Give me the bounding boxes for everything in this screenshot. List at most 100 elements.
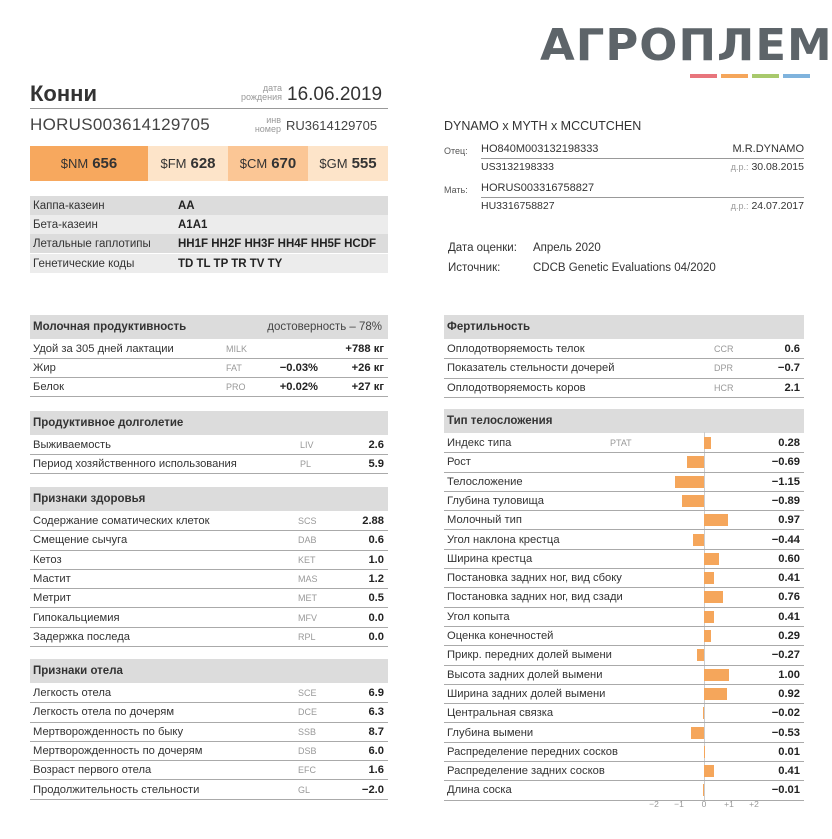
- trait-value: 8.7: [368, 725, 384, 738]
- trait-abbr: DAB: [298, 535, 317, 546]
- table-row: Продолжительность стельности GL −2.0: [30, 781, 388, 800]
- chart-data-label: 0.60: [778, 552, 800, 565]
- trait-abbr: MFV: [298, 612, 317, 623]
- sire-divider: [481, 158, 804, 159]
- dam-caption: Мать:: [444, 185, 468, 195]
- trait-abbr: PRO: [226, 382, 246, 392]
- trait-value: 2.88: [362, 515, 384, 527]
- chart-row: Прикр. передних долей вымени −0.27: [444, 646, 804, 666]
- trait-abbr: SCE: [298, 688, 317, 698]
- section-calving-header: Признаки отела: [30, 659, 388, 683]
- chart-category-label: Центральная связка: [447, 707, 554, 720]
- chart-tick-label: −2: [649, 799, 659, 809]
- chart-category-label: Глубина вымени: [447, 726, 534, 739]
- table-row: Легкость отела по дочерям DCE 6.3: [30, 703, 388, 723]
- chart-tick-label: 0: [701, 799, 707, 809]
- chart-bar: [704, 668, 729, 681]
- chart-bar: [703, 707, 704, 720]
- logo-text: АГРОПЛЕМ: [540, 20, 832, 71]
- chart-data-label: −1.15: [771, 475, 800, 488]
- trait-label: Показатель стельности дочерей: [447, 362, 615, 375]
- chart-bar: [704, 765, 715, 778]
- chart-data-label: −0.44: [771, 533, 800, 546]
- index-fm-value: 628: [190, 155, 216, 172]
- table-row: Показатель стельности дочерей DPR −0.7: [444, 359, 804, 379]
- chart-bar: [703, 784, 704, 797]
- chart-category-label: Оценка конечностей: [447, 630, 554, 642]
- logo-bar-blue: [783, 74, 810, 78]
- chart-bar: [675, 475, 704, 488]
- trait-abbr: PL: [300, 459, 312, 469]
- logo-bar-orange: [721, 74, 748, 78]
- trait-abbr: LIV: [300, 440, 314, 450]
- index-nm: $NM 656: [30, 146, 148, 181]
- section-fertility-header: Фертильность: [444, 315, 804, 339]
- table-row: Гипокальциемия MFV 0.0: [30, 609, 388, 628]
- chart-bar: [704, 572, 715, 585]
- section-longevity-header: Продуктивное долголетие: [30, 411, 388, 435]
- chart-category-label: Распределение передних сосков: [447, 745, 618, 758]
- inv-number: RU3614129705: [286, 118, 378, 133]
- info-row-beta: Бета-казеин A1A1: [30, 215, 388, 234]
- chart-data-label: 0.41: [778, 572, 800, 585]
- table-row: Метрит MET 0.5: [30, 589, 388, 609]
- trait-label: Содержание соматических клеток: [33, 515, 210, 527]
- trait-value: 6.0: [368, 744, 384, 757]
- trait-label: Мертворожденность по дочерям: [33, 744, 203, 757]
- chart-row: Ширина задних долей вымени 0.92: [444, 685, 804, 705]
- trait-abbr: MILK: [226, 344, 248, 354]
- index-gm-value: 555: [351, 155, 377, 172]
- chart-category-label: Постановка задних ног, вид сзади: [447, 591, 623, 604]
- chart-row: Угол наклона крестца −0.44: [444, 531, 804, 550]
- trait-label: Кетоз: [33, 553, 62, 566]
- table-row: Оплодотворяемость коров HCR 2.1: [444, 379, 804, 398]
- chart-category-label: Ширина задних долей вымени: [447, 687, 606, 700]
- trait-abbr: HCR: [714, 382, 734, 393]
- trait-abbr: FAT: [226, 363, 242, 373]
- trait-value: 0.0: [368, 611, 384, 624]
- trait-label: Оплодотворяемость коров: [447, 381, 586, 394]
- trait-value: 0.5: [368, 592, 384, 605]
- trait-value: −2.0: [361, 783, 384, 796]
- section-longevity-title: Продуктивное долголетие: [33, 417, 184, 429]
- logo-bar-red: [690, 74, 717, 78]
- chart-bar: [704, 687, 727, 700]
- info-row-kappa: Каппа-казеин AA: [30, 196, 388, 215]
- trait-label: Мастит: [33, 572, 71, 585]
- inv-caption-1: инв: [266, 115, 281, 125]
- dam-dob: д.р.: 24.07.2017: [680, 200, 804, 212]
- trait-value: 1.6: [368, 764, 384, 777]
- trait-abbr: SCS: [298, 516, 317, 526]
- table-row: Смещение сычуга DAB 0.6: [30, 531, 388, 551]
- dam-divider: [481, 197, 804, 198]
- chart-data-label: 0.28: [778, 437, 800, 449]
- info-value: AA: [178, 199, 195, 212]
- sire-id: HO840M003132198333: [481, 143, 599, 155]
- chart-row: Молочный тип 0.97: [444, 511, 804, 531]
- chart-row: Глубина туловища −0.89: [444, 492, 804, 512]
- trait-label: Продолжительность стельности: [33, 783, 200, 796]
- chart-bar: [704, 745, 705, 758]
- section-milk-header: Молочная продуктивность достоверность – …: [30, 315, 388, 339]
- trait-label: Легкость отела по дочерям: [33, 706, 175, 719]
- trait-abbr: MAS: [298, 573, 318, 584]
- sire-dob: д.р.: 30.08.2015: [680, 161, 804, 173]
- chart-tick-label: +1: [724, 799, 734, 809]
- table-row: Жир FAT −0.03% +26 кг: [30, 359, 388, 379]
- eval-source-value: CDCB Genetic Evaluations 04/2020: [533, 262, 716, 274]
- chart-row: Индекс типа PTAT 0.28: [444, 434, 804, 454]
- chart-bar: [704, 437, 711, 449]
- eval-date-label: Дата оценки:: [448, 242, 517, 254]
- table-row: Возраст первого отела EFC 1.6: [30, 761, 388, 781]
- trait-value: 2.6: [368, 439, 384, 451]
- chart-data-label: −0.69: [771, 456, 800, 469]
- chart-data-label: 0.41: [778, 765, 800, 778]
- inv-caption-2: номер: [254, 124, 281, 134]
- logo-color-bars: [690, 74, 810, 78]
- table-row: Мертворожденность по быку SSB 8.7: [30, 723, 388, 742]
- chart-category-label: Ширина крестца: [447, 552, 533, 565]
- chart-row: Угол копыта 0.41: [444, 608, 804, 627]
- trait-value: 6.3: [368, 706, 384, 719]
- chart-category-label: Глубина туловища: [447, 494, 544, 507]
- index-nm-label: $NM: [60, 156, 89, 171]
